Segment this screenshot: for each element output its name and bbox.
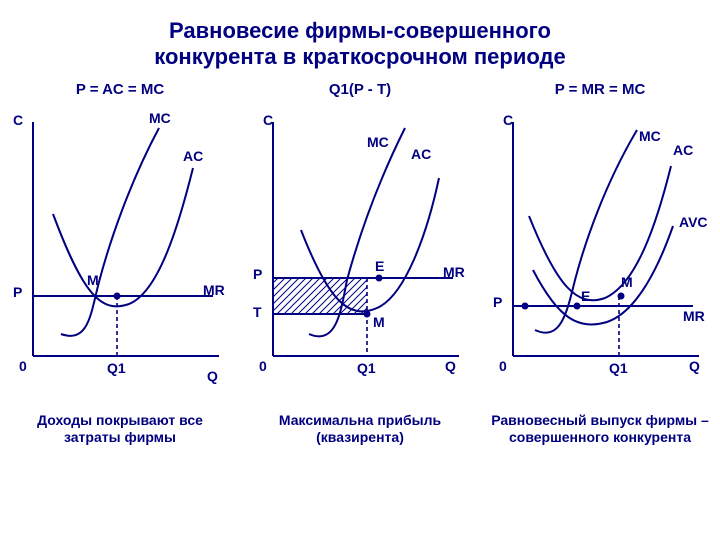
p1-MR: MR (203, 282, 225, 298)
p3-AVC: AVC (679, 214, 708, 230)
p1-Q1: Q1 (107, 360, 126, 376)
caption-1: Доходы покрывают все затраты фирмы (9, 412, 231, 447)
p1-C: C (13, 112, 23, 128)
p3-MC: MC (639, 128, 661, 144)
p2-E: E (375, 258, 384, 274)
p1-Q: Q (207, 368, 218, 384)
p2-P: P (253, 266, 262, 282)
slide-root: Равновесие фирмы-совершенного конкурента… (0, 0, 720, 540)
panel-3: C MC AC AVC M E MR P 0 Q1 Q (489, 104, 711, 404)
title-line-2: конкурента в краткосрочном периоде (154, 44, 565, 69)
p3-0: 0 (499, 358, 507, 374)
caption-2: Максимальна прибыль (квазирента) (249, 412, 471, 447)
caption-row: Доходы покрывают все затраты фирмы Макси… (0, 412, 720, 447)
p2-Q: Q (445, 358, 456, 374)
panel-2: C MC AC E MR P T M 0 Q1 Q (249, 104, 471, 404)
p3-AC: AC (673, 142, 693, 158)
p1-AC: AC (183, 148, 203, 164)
p2-MC: MC (367, 134, 389, 150)
p3-MR: MR (683, 308, 705, 324)
p2-0: 0 (259, 358, 267, 374)
p1-0: 0 (19, 358, 27, 374)
p2-MR: MR (443, 264, 465, 280)
p1-MC: MC (149, 110, 171, 126)
p2-AC: AC (411, 146, 431, 162)
title-line-1: Равновесие фирмы-совершенного (169, 18, 551, 43)
p3-C: C (503, 112, 513, 128)
equation-row: P = AC = MC Q1(P - T) P = MR = MC (0, 81, 720, 98)
panel2-svg (249, 104, 471, 404)
p3-Q1: Q1 (609, 360, 628, 376)
caption-3: Равновесный выпуск фирмы – совершенного … (489, 412, 711, 447)
p1-M: M (87, 272, 99, 288)
p2-C: C (263, 112, 273, 128)
eq-b: Q1(P - T) (240, 81, 480, 98)
p2-M: M (373, 314, 385, 330)
p3-E: E (581, 288, 590, 304)
p2-T: T (253, 304, 262, 320)
p3-Q: Q (689, 358, 700, 374)
panel-1: C MC AC M MR P 0 Q1 Q (9, 104, 231, 404)
eq-c: P = MR = MC (480, 81, 720, 98)
panels-row: C MC AC M MR P 0 Q1 Q (0, 104, 720, 404)
p2-Q1: Q1 (357, 360, 376, 376)
eq-a: P = AC = MC (0, 81, 240, 98)
p3-P: P (493, 294, 502, 310)
page-title: Равновесие фирмы-совершенного конкурента… (0, 0, 720, 75)
p3-M: M (621, 274, 633, 290)
p1-P: P (13, 284, 22, 300)
